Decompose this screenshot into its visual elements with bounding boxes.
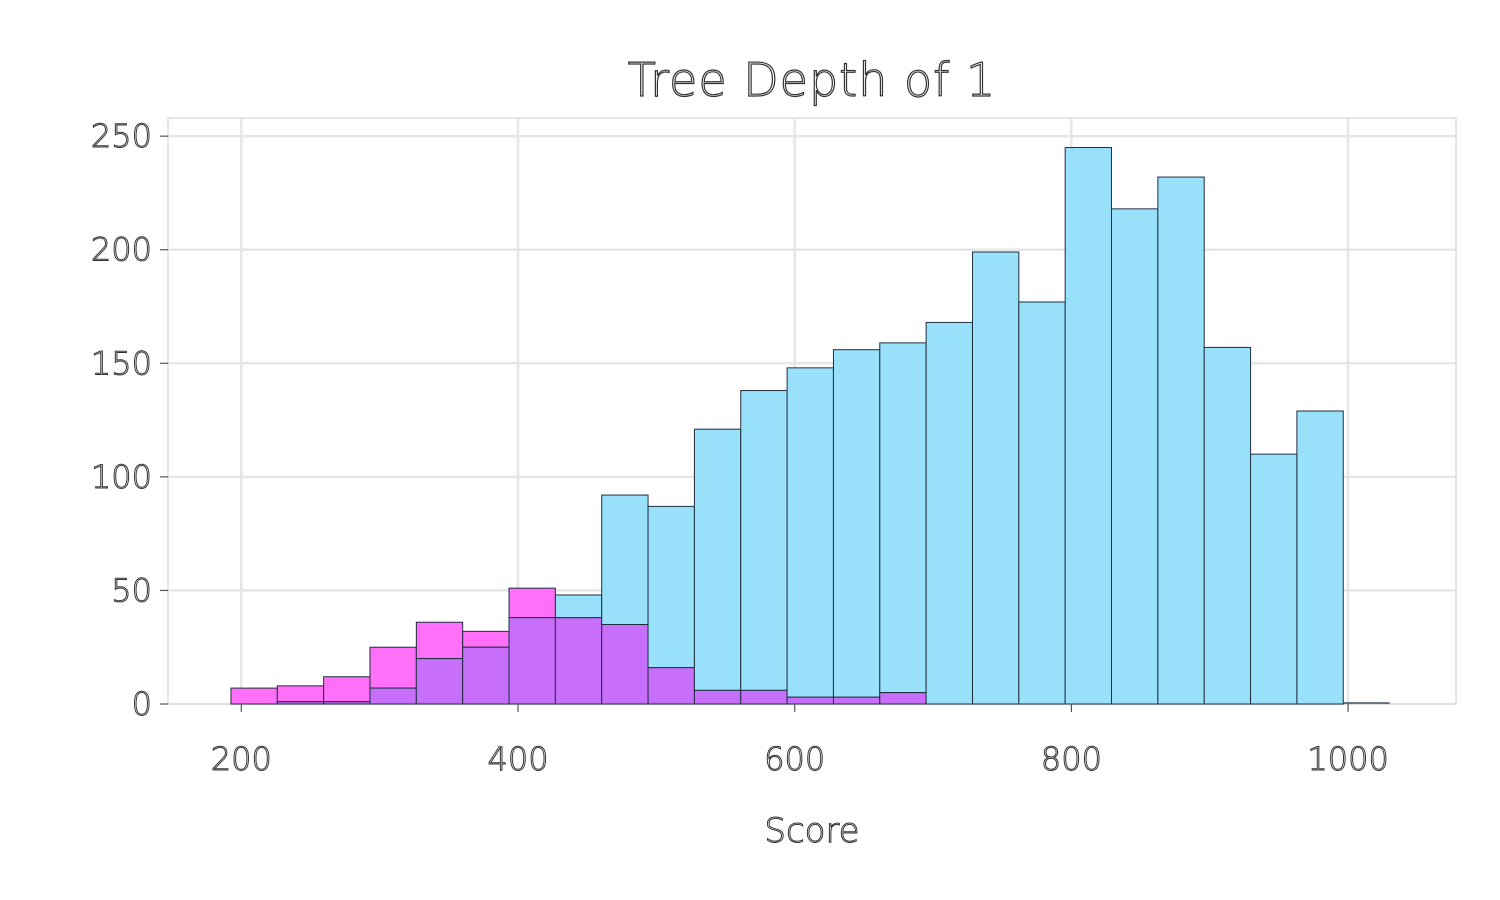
series-1-bar <box>1111 208 1159 705</box>
series-1-bar <box>601 494 649 626</box>
overlap-bar <box>323 701 371 705</box>
y-tick-label: 50 <box>111 571 152 609</box>
series-1-bar <box>1203 346 1252 705</box>
series-1-bar <box>1157 176 1205 705</box>
series-1-bar <box>1018 301 1066 705</box>
overlap-bar <box>832 696 881 705</box>
series-1-bar <box>971 251 1020 705</box>
series-1-bar <box>879 342 927 694</box>
overlap-bar <box>879 692 927 705</box>
series-1-bar <box>925 321 973 705</box>
series-2-bar <box>323 676 371 703</box>
overlap-bar <box>601 624 649 705</box>
x-tick-label: 600 <box>764 740 825 778</box>
series-2-bar <box>508 587 556 619</box>
overlap-bar <box>415 658 464 705</box>
series-1-bar <box>647 505 695 669</box>
series-1-bar <box>1064 147 1113 705</box>
series-2-bar <box>369 646 417 689</box>
series-2-bar <box>415 621 464 660</box>
y-tick-label: 0 <box>132 685 152 723</box>
overlap-bar <box>786 696 834 705</box>
overlap-bar <box>369 687 417 705</box>
overlap-bar <box>276 701 325 705</box>
x-axis-label: Score <box>764 811 859 851</box>
overlap-bar <box>740 689 788 705</box>
overlap-bar <box>554 617 603 705</box>
x-tick-label: 200 <box>211 740 272 778</box>
series-1-bar <box>832 349 881 698</box>
x-tick-label: 1000 <box>1307 740 1388 778</box>
series-1-bar <box>1296 410 1344 705</box>
series-2-bar <box>276 685 325 703</box>
y-tick-label: 200 <box>91 231 152 269</box>
chart-title: Tree Depth of 1 <box>628 53 996 107</box>
y-tick-label: 150 <box>91 344 152 382</box>
overlap-bar <box>647 667 695 705</box>
x-tick-label: 400 <box>487 740 548 778</box>
series-2-bar <box>462 630 510 648</box>
y-tick-label: 250 <box>91 117 152 155</box>
series-1-bar <box>786 367 834 698</box>
overlap-bar <box>462 646 510 705</box>
y-tick-label: 100 <box>91 458 152 496</box>
overlap-bar <box>508 617 556 705</box>
series-1-bar <box>554 594 603 619</box>
series-1-bar <box>740 390 788 691</box>
series-1-bar <box>1250 453 1298 705</box>
bars-group <box>230 147 1390 705</box>
ticks-group: 200 400 600 800 1000 0 50 100 150 200 250 <box>90 117 1389 779</box>
x-tick-label: 800 <box>1041 740 1102 778</box>
series-2-bar <box>230 687 278 705</box>
series-1-bar <box>693 428 742 691</box>
overlap-bar <box>693 689 742 705</box>
